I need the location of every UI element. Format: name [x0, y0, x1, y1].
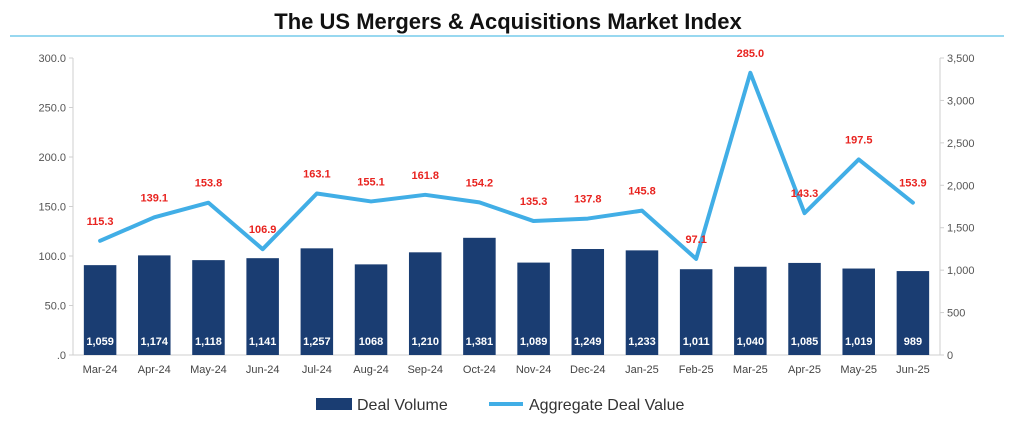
- x-axis: Mar-24 Apr-24 May-24 Jun-24 Jul-24 Aug-24 Sep-…: [83, 364, 930, 376]
- aggregate-deal-value-label: 143.3: [791, 188, 819, 200]
- right-tick-label: 1,500: [947, 223, 975, 235]
- deal-volume-label: 1,381: [466, 336, 494, 348]
- x-tick-label: Sep-24: [407, 364, 442, 376]
- deal-volume-bar: [83, 265, 117, 355]
- deal-volume-label: 1,210: [411, 336, 439, 348]
- deal-volume-label: 1,011: [683, 336, 710, 348]
- deal-volume-label: 1,085: [791, 336, 819, 348]
- right-axis: 0 500 1,000 1,500 2,000 2,500 3,000 3,500: [940, 53, 975, 362]
- x-tick-label: Feb-25: [679, 364, 714, 376]
- deal-volume-bar: [300, 248, 334, 355]
- legend: Deal Volume Aggregate Deal Value: [316, 397, 684, 414]
- aggregate-deal-value-label: 145.8: [628, 186, 656, 198]
- right-tick-label: 2,000: [947, 180, 975, 192]
- deal-volume-bar: [138, 255, 171, 355]
- x-tick-label: Aug-24: [353, 364, 388, 376]
- x-tick-label: Jun-25: [896, 364, 930, 376]
- aggregate-deal-value-label: 163.1: [303, 169, 331, 181]
- deal-volume-label: 1,174: [141, 336, 169, 348]
- aggregate-deal-value-label: 155.1: [357, 176, 385, 188]
- legend-label-deal-volume: Deal Volume: [357, 397, 448, 414]
- aggregate-deal-value-label: 139.1: [141, 192, 169, 204]
- deal-volume-label: 1,019: [845, 336, 873, 348]
- deal-volume-label: 1,141: [249, 336, 277, 348]
- deal-volume-labels: 1,059 1,174 1,118 1,141 1,257 1068 1,210 1,381 1…: [86, 336, 922, 348]
- deal-volume-bar: [788, 262, 821, 355]
- x-tick-label: Jan-25: [625, 364, 659, 376]
- legend-swatch-deal-volume: [316, 398, 352, 410]
- aggregate-deal-value-label: 153.9: [899, 178, 927, 190]
- chart-title: The US Mergers & Acquisitions Market Ind…: [274, 9, 742, 34]
- right-tick-label: 500: [947, 308, 965, 320]
- x-tick-label: May-25: [840, 364, 877, 376]
- deal-volume-bar: [517, 262, 550, 355]
- x-tick-label: Nov-24: [516, 364, 551, 376]
- x-tick-label: Apr-24: [138, 364, 171, 376]
- aggregate-deal-value-label: 197.5: [845, 134, 873, 146]
- aggregate-deal-value-label: 135.3: [520, 196, 548, 208]
- aggregate-deal-value-label: 97.1: [685, 234, 706, 246]
- x-tick-label: Apr-25: [788, 364, 821, 376]
- right-tick-label: 0: [947, 350, 953, 362]
- deal-volume-bar: [408, 252, 442, 355]
- left-tick-label: 300.0: [38, 53, 66, 65]
- aggregate-deal-value-label: 137.8: [574, 194, 602, 206]
- deal-volume-bar: [734, 266, 767, 355]
- deal-volume-bar: [354, 264, 388, 355]
- deal-volume-label: 1,249: [574, 336, 602, 348]
- deal-volume-label: 1,040: [737, 336, 765, 348]
- deal-volume-bar: [571, 249, 605, 355]
- right-tick-label: 3,500: [947, 53, 975, 65]
- deal-volume-bar: [842, 268, 875, 355]
- deal-volume-bar: [625, 250, 659, 355]
- deal-volume-bar: [246, 258, 279, 355]
- deal-volume-bar: [896, 271, 930, 355]
- aggregate-deal-value-label: 285.0: [737, 48, 765, 60]
- aggregate-deal-value-label: 153.8: [195, 178, 223, 190]
- x-tick-label: Jul-24: [302, 364, 332, 376]
- aggregate-deal-value-label: 154.2: [466, 177, 494, 189]
- deal-volume-bar: [463, 237, 496, 355]
- left-tick-label: 100.0: [38, 251, 66, 263]
- deal-volume-label: 1,059: [86, 336, 114, 348]
- right-tick-label: 1,000: [947, 265, 975, 277]
- left-tick-label: 250.0: [38, 103, 66, 115]
- left-tick-label: 50.0: [45, 301, 66, 313]
- deal-volume-bar: [192, 260, 225, 355]
- left-tick-label: .0: [57, 350, 66, 362]
- right-tick-label: 3,000: [947, 95, 975, 107]
- legend-label-aggregate-deal-value: Aggregate Deal Value: [529, 397, 684, 414]
- deal-volume-label: 1,089: [520, 336, 548, 348]
- deal-volume-label: 989: [904, 336, 922, 348]
- right-tick-label: 2,500: [947, 138, 975, 150]
- deal-volume-label: 1,257: [303, 336, 331, 348]
- aggregate-deal-value-label: 115.3: [87, 216, 114, 228]
- left-tick-label: 200.0: [38, 152, 66, 164]
- x-tick-label: Oct-24: [463, 364, 496, 376]
- deal-volume-bar: [679, 269, 713, 355]
- x-tick-label: Jun-24: [246, 364, 280, 376]
- x-tick-label: Mar-24: [83, 364, 118, 376]
- aggregate-deal-value-labels: 115.3 139.1 153.8 106.9 163.1 155.1 161.8 154.2…: [87, 48, 927, 246]
- deal-volume-label: 1,118: [195, 336, 222, 348]
- aggregate-deal-value-line: [98, 70, 915, 261]
- aggregate-deal-value-label: 161.8: [411, 170, 439, 182]
- x-tick-label: Dec-24: [570, 364, 605, 376]
- deal-volume-label: 1,233: [628, 336, 656, 348]
- x-tick-label: Mar-25: [733, 364, 768, 376]
- deal-volume-bars: [83, 237, 930, 355]
- aggregate-deal-value-label: 106.9: [249, 224, 277, 236]
- left-axis: .0 50.0 100.0 150.0 200.0 250.0 300.0: [38, 53, 73, 362]
- deal-volume-label: 1068: [359, 336, 383, 348]
- left-tick-label: 150.0: [38, 202, 66, 214]
- x-tick-label: May-24: [190, 364, 227, 376]
